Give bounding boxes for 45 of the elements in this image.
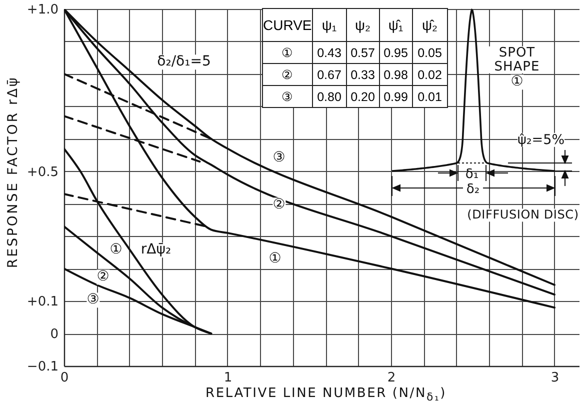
annotation: ψ̂₂=5% — [517, 132, 565, 148]
annotation: ψ₂ — [355, 17, 370, 33]
annotation: ① — [268, 250, 282, 267]
annotation: 0.67 — [317, 68, 342, 82]
y-axis-title: RESPONSE FACTOR rΔψ̄ — [4, 76, 21, 268]
y-tick-label: +0.5 — [26, 164, 58, 180]
annotation: 0.20 — [350, 90, 375, 104]
annotation: rΔψ̄₂ — [140, 242, 172, 258]
annotation: ② — [281, 68, 294, 82]
annotation: 0.43 — [317, 46, 342, 60]
annotation: 0.01 — [418, 90, 442, 104]
annotation: 0.98 — [384, 68, 408, 82]
annotation: SPOT SHAPE — [487, 45, 547, 74]
annotation: 0.05 — [418, 46, 442, 60]
annotation: 0.57 — [350, 46, 375, 60]
annotation: 0.80 — [317, 90, 342, 104]
annotation: ψ₁ — [322, 17, 337, 33]
annotation: ① — [281, 46, 294, 60]
x-tick-label: 0 — [60, 370, 69, 386]
x-tick-label: 3 — [550, 370, 560, 386]
x-tick-label: 1 — [224, 370, 232, 386]
annotation: 0.99 — [384, 90, 408, 104]
x-tick-label: 2 — [387, 370, 396, 386]
annotation: 0.02 — [418, 68, 442, 82]
annotation: δ₂/δ₁=5 — [157, 54, 211, 70]
annotation: ψ̂₂ — [422, 17, 438, 33]
annotation: ③ — [272, 150, 286, 166]
y-tick-label: −0.1 — [26, 360, 58, 374]
annotation: δ₁ — [465, 167, 479, 182]
annotation: ① — [110, 242, 122, 258]
annotation: ψ̂₁ — [388, 17, 404, 33]
annotation: 0.33 — [350, 68, 375, 82]
annotation: (DIFFUSION DISC) — [467, 208, 579, 222]
x-axis-title: RELATIVE LINE NUMBER (N/N$_{δ₁}$) — [206, 386, 446, 404]
annotation: δ₂ — [466, 182, 480, 198]
annotation: ① — [510, 74, 524, 90]
annotation: CURVE — [263, 17, 312, 33]
annotation: ③ — [86, 292, 100, 308]
annotation: ② — [96, 268, 110, 285]
y-tick-label: 0 — [50, 327, 58, 342]
y-tick-label: +0.1 — [26, 294, 58, 310]
y-tick-label: +1.0 — [26, 2, 58, 18]
annotation: 0.95 — [384, 46, 408, 60]
annotation: ② — [272, 196, 286, 213]
annotation: ③ — [281, 90, 294, 104]
